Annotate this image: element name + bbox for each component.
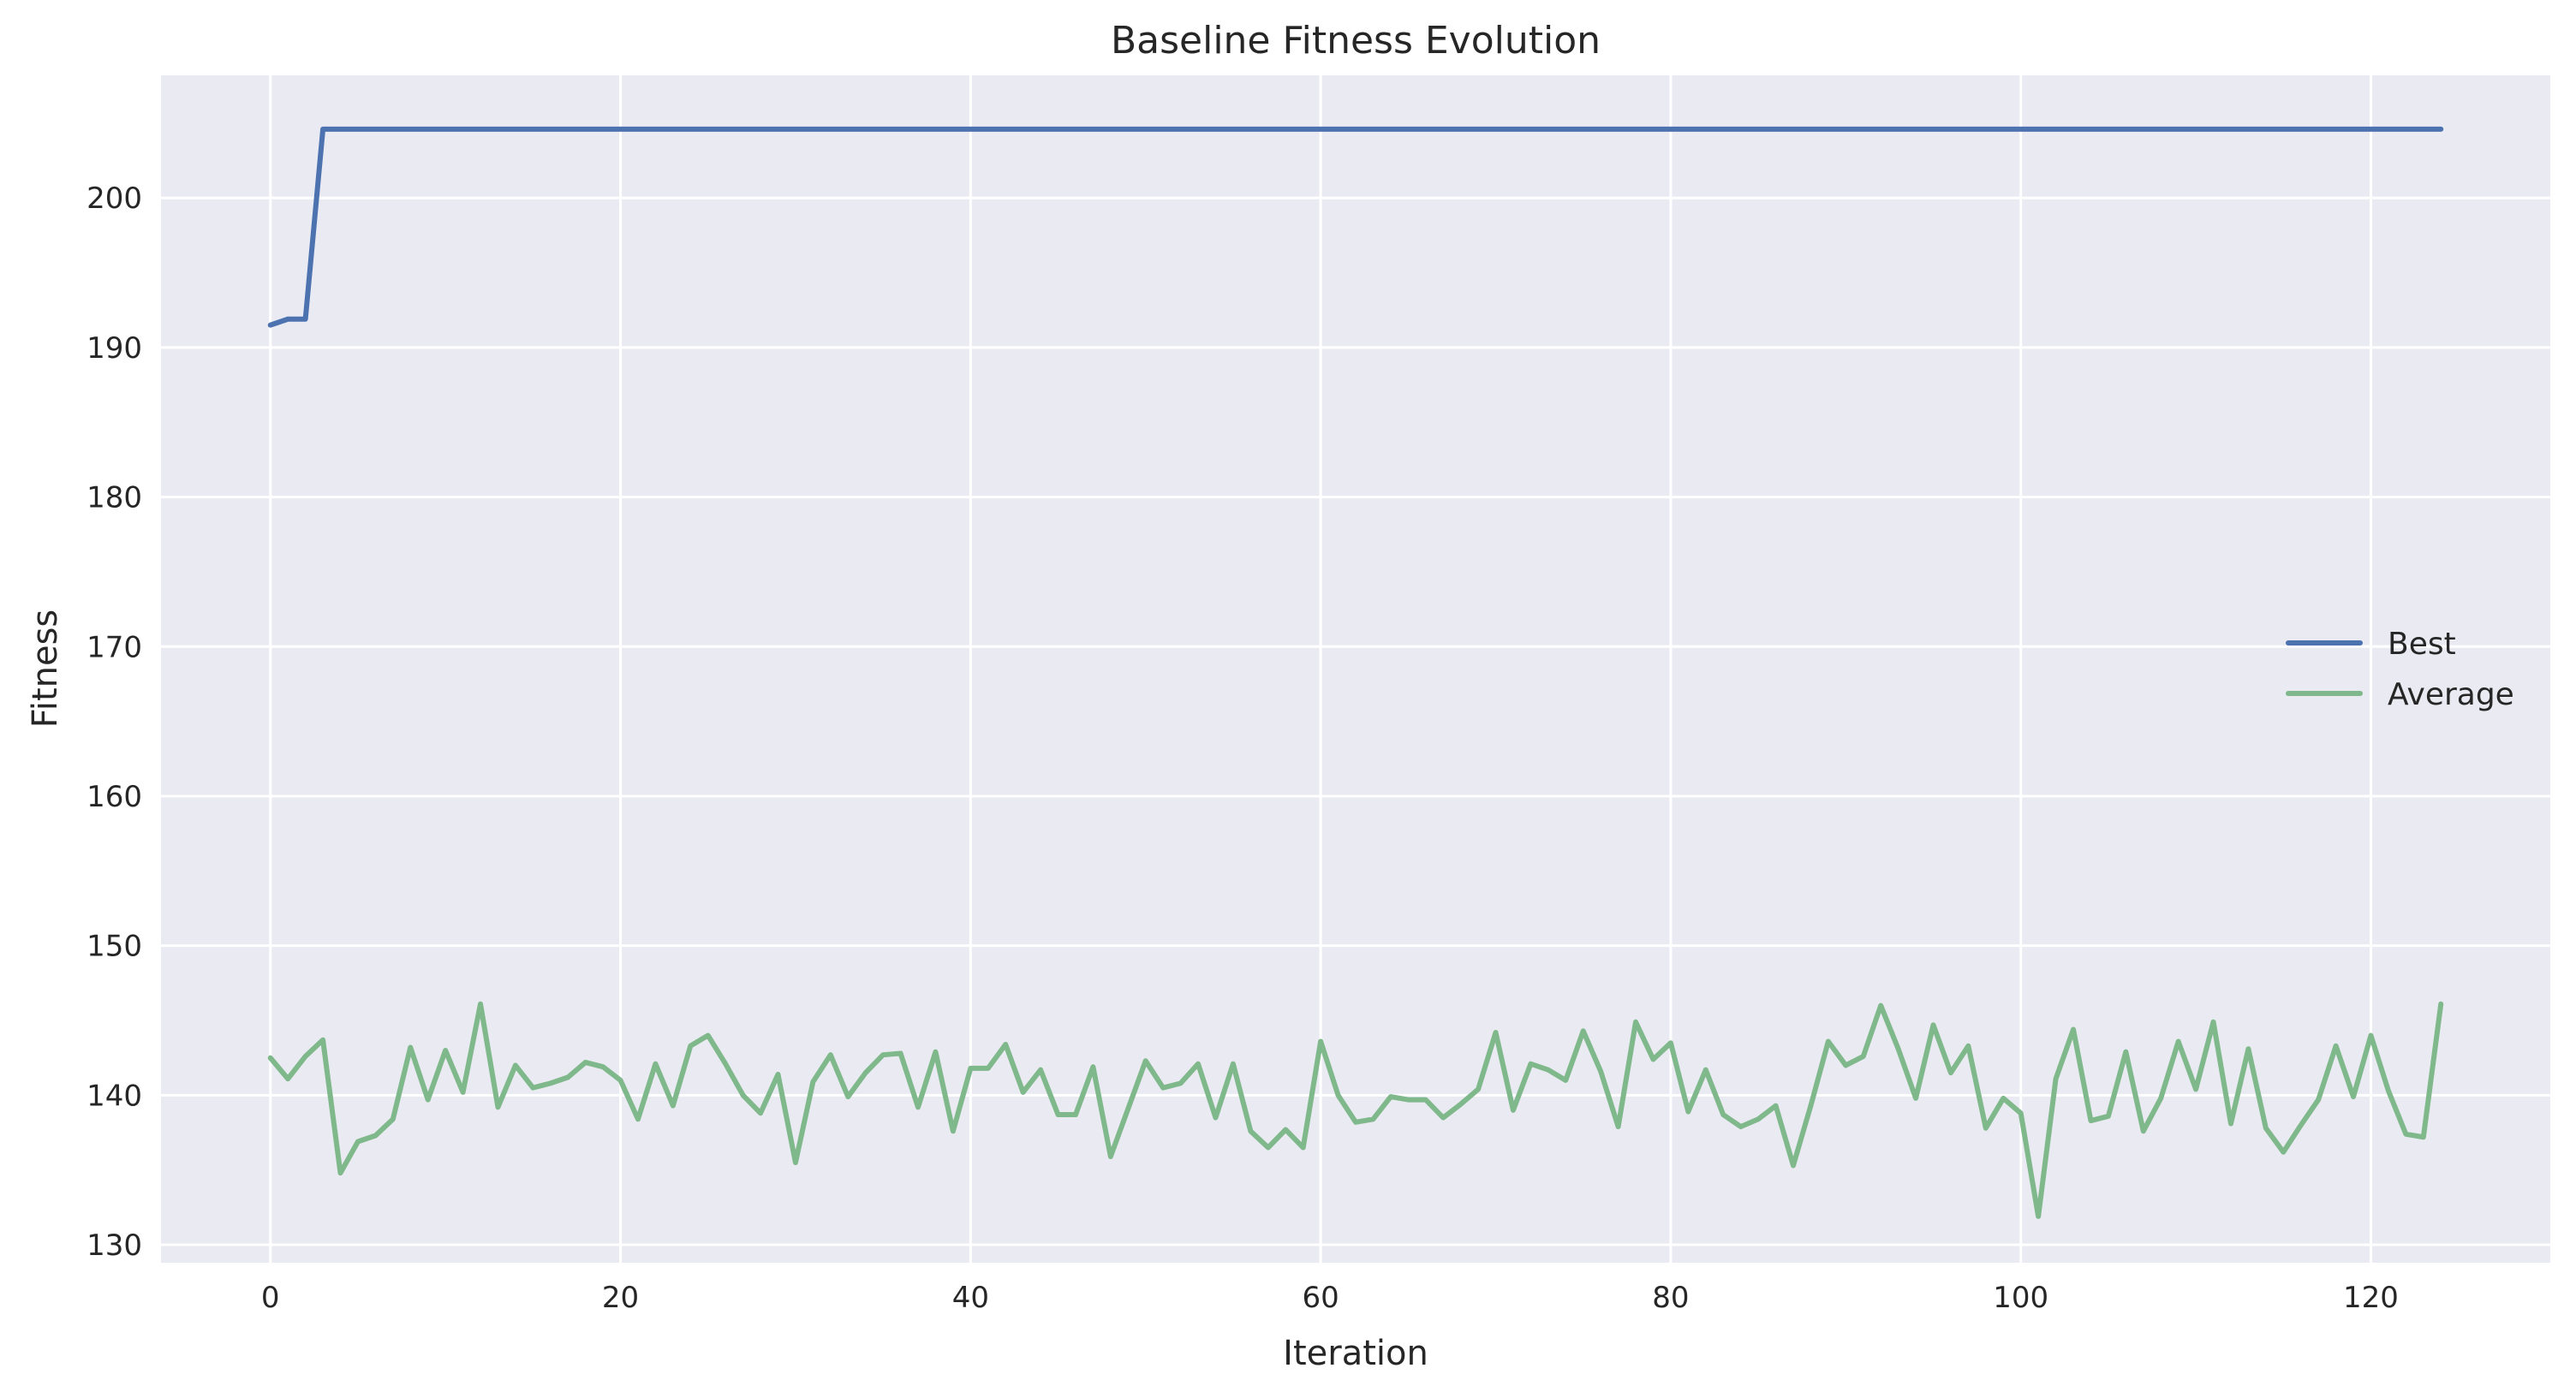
x-tick-label: 120 bbox=[2343, 1281, 2399, 1315]
x-axis-title: Iteration bbox=[1283, 1334, 1428, 1373]
plot-area-background bbox=[161, 75, 2550, 1263]
legend: Best Average bbox=[2286, 627, 2514, 712]
x-tick-label: 80 bbox=[1652, 1281, 1689, 1315]
legend-label-average: Average bbox=[2388, 677, 2514, 712]
y-axis-title: Fitness bbox=[26, 610, 65, 729]
y-tick-label: 150 bbox=[86, 930, 142, 964]
series-line-best bbox=[267, 126, 2444, 328]
y-tick-label: 180 bbox=[86, 481, 142, 515]
x-tick-label: 20 bbox=[602, 1281, 639, 1315]
x-tick-label: 0 bbox=[261, 1281, 280, 1315]
y-tick-label: 190 bbox=[86, 331, 142, 366]
x-tick-label: 40 bbox=[952, 1281, 989, 1315]
tick-labels: 0 20 40 60 80 100 120 130 140 150 160 170 180 190 200 bbox=[86, 181, 2399, 1315]
x-tick-label: 60 bbox=[1302, 1281, 1339, 1315]
y-tick-label: 140 bbox=[86, 1079, 142, 1113]
y-tick-label: 130 bbox=[86, 1228, 142, 1263]
y-tick-label: 160 bbox=[86, 780, 142, 814]
series-line-average bbox=[267, 1001, 2444, 1219]
y-tick-label: 170 bbox=[86, 630, 142, 664]
series-lines bbox=[267, 126, 2444, 1219]
y-tick-label: 200 bbox=[86, 181, 142, 216]
legend-label-best: Best bbox=[2388, 627, 2456, 662]
chart-title: Baseline Fitness Evolution bbox=[1111, 19, 1601, 62]
x-tick-label: 100 bbox=[1993, 1281, 2048, 1315]
grid-lines bbox=[161, 75, 2550, 1263]
